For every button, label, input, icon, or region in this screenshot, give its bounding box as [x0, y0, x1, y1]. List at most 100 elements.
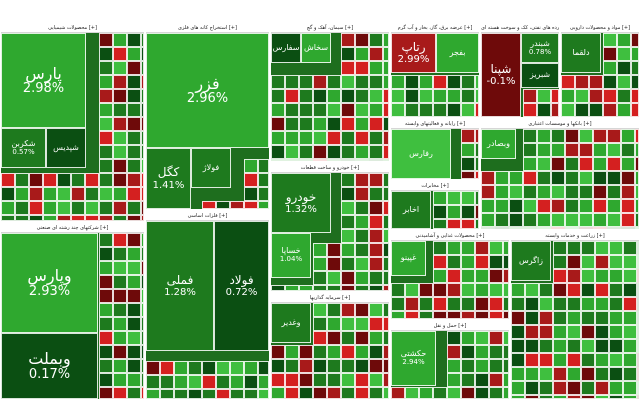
- stock-tile-small[interactable]: [141, 117, 144, 131]
- stock-tile-small[interactable]: [593, 185, 607, 199]
- stock-tile-small[interactable]: [489, 297, 503, 311]
- stock-tile-small[interactable]: [327, 387, 341, 399]
- stock-tile-small[interactable]: [99, 61, 113, 75]
- stock-tile-small[interactable]: [285, 75, 299, 89]
- stock-tile-small[interactable]: [495, 185, 509, 199]
- stock-tile-small[interactable]: [419, 75, 433, 89]
- stock-tile-small[interactable]: [579, 185, 593, 199]
- stock-tile-small[interactable]: [113, 103, 127, 117]
- stock-tile-small[interactable]: [607, 157, 621, 171]
- stock-tile-small[interactable]: [141, 345, 144, 359]
- stock-tile-small[interactable]: [609, 283, 623, 297]
- stock-tile-small[interactable]: [99, 261, 113, 275]
- stock-tile-small[interactable]: [489, 283, 503, 297]
- stock-tile-small[interactable]: [391, 103, 405, 117]
- stock-tile-small[interactable]: [503, 311, 509, 319]
- stock-tile-small[interactable]: [355, 47, 369, 61]
- stock-tile-small[interactable]: [113, 261, 127, 275]
- stock-tile-small[interactable]: [355, 145, 369, 159]
- stock-tile-small[interactable]: [285, 89, 299, 103]
- stock-tile-small[interactable]: [341, 271, 355, 285]
- stock-tile-small[interactable]: [635, 171, 639, 185]
- sector-title[interactable]: خودرو و ساخت قطعات [+]: [271, 163, 389, 173]
- stock-tile-small[interactable]: [609, 367, 623, 381]
- stock-tile-small[interactable]: [475, 191, 479, 205]
- stock-tile-small[interactable]: [141, 289, 144, 303]
- stock-tile-small[interactable]: [127, 317, 141, 331]
- stock-tile-small[interactable]: [595, 255, 609, 269]
- stock-tile-small[interactable]: [299, 359, 313, 373]
- stock-tile-small[interactable]: [355, 285, 369, 291]
- stock-tile-small[interactable]: [141, 173, 144, 187]
- sector-title[interactable]: شرکتهای چند رشته ای صنعتی [+]: [1, 223, 144, 233]
- stock-tile-small[interactable]: [509, 185, 523, 199]
- stock-tile-small[interactable]: [341, 243, 355, 257]
- sector-title[interactable]: فراورده های نفتی، کک و سوخت هسته ای [+]: [481, 23, 559, 33]
- stock-tile-small[interactable]: [523, 157, 537, 171]
- stock-tile-small[interactable]: [581, 325, 595, 339]
- stock-tile-small[interactable]: [383, 331, 389, 345]
- stock-tile-small[interactable]: [581, 241, 595, 255]
- stock-tile-small[interactable]: [525, 339, 539, 353]
- stock-tile-small[interactable]: [433, 219, 447, 229]
- stock-tile-small[interactable]: [113, 173, 127, 187]
- stock-tile-small[interactable]: [369, 75, 383, 89]
- stock-tile-small[interactable]: [537, 157, 551, 171]
- stock-tile-small[interactable]: [617, 75, 631, 89]
- stock-tile-small[interactable]: [174, 375, 188, 389]
- stock-tile-small[interactable]: [271, 159, 285, 161]
- stock-tile-small[interactable]: [581, 297, 595, 311]
- stock-tile-small[interactable]: [1, 201, 15, 215]
- stock-tile-small[interactable]: [553, 339, 567, 353]
- stock-tile-small[interactable]: [475, 311, 489, 319]
- stock-tile-small[interactable]: [419, 89, 433, 103]
- stock-tile-small[interactable]: [341, 345, 355, 359]
- stock-tile-small[interactable]: [447, 297, 461, 311]
- stock-tile-small[interactable]: [146, 389, 160, 399]
- stock-tile-small[interactable]: [160, 361, 174, 375]
- stock-tile-small[interactable]: [299, 89, 313, 103]
- stock-tile-small[interactable]: [141, 89, 144, 103]
- stock-tile-small[interactable]: [113, 359, 127, 373]
- stock-tile-small[interactable]: [141, 75, 144, 89]
- stock-tile-small[interactable]: [537, 143, 551, 157]
- stock-tile-small[interactable]: [447, 255, 461, 269]
- stock-tile-small[interactable]: [341, 173, 355, 187]
- stock-tile-small[interactable]: [567, 339, 581, 353]
- stock-tile-small[interactable]: [113, 201, 127, 215]
- stock-tile-small[interactable]: [299, 103, 313, 117]
- stock-tile-small[interactable]: [595, 325, 609, 339]
- stock-tile-small[interactable]: [113, 387, 127, 399]
- stock-tile-small[interactable]: [503, 269, 509, 283]
- stock-tile-small[interactable]: [141, 215, 144, 221]
- stock-tile-small[interactable]: [43, 201, 57, 215]
- stock-tile-small[interactable]: [341, 103, 355, 117]
- stock-tile-small[interactable]: [567, 311, 581, 325]
- stock-tile-small[interactable]: [327, 103, 341, 117]
- stock-tile-small[interactable]: [313, 285, 327, 291]
- stock-tile-small[interactable]: [383, 47, 389, 61]
- stock-tile-small[interactable]: [341, 285, 355, 291]
- stock-tile-small[interactable]: [127, 131, 141, 145]
- stock-tile-small[interactable]: [637, 395, 639, 399]
- stock-tile-small[interactable]: [327, 285, 341, 291]
- sector-title[interactable]: مخابرات [+]: [391, 181, 479, 191]
- stock-tile-small[interactable]: [511, 297, 525, 311]
- stock-tile-small[interactable]: [609, 241, 623, 255]
- stock-tile-small[interactable]: [355, 359, 369, 373]
- stock-tile-small[interactable]: [285, 359, 299, 373]
- stock-tile-small[interactable]: [299, 159, 313, 161]
- stock-tile-small[interactable]: [127, 233, 141, 247]
- sector-title[interactable]: زراعت و خدمات وابسته [+]: [511, 231, 639, 241]
- stock-tile-small[interactable]: [461, 89, 475, 103]
- stock-tile-small[interactable]: [285, 117, 299, 131]
- stock-tile-small[interactable]: [299, 373, 313, 387]
- stock-tile-small[interactable]: [230, 375, 244, 389]
- stock-tile-small[interactable]: [313, 317, 327, 331]
- stock-tile-small[interactable]: [141, 201, 144, 215]
- stock-tile-small[interactable]: [141, 187, 144, 201]
- stock-tile-small[interactable]: [503, 331, 509, 345]
- stock-tile-small[interactable]: [202, 201, 216, 209]
- stock-tile-small[interactable]: [489, 387, 503, 399]
- stock-tile-small[interactable]: [43, 173, 57, 187]
